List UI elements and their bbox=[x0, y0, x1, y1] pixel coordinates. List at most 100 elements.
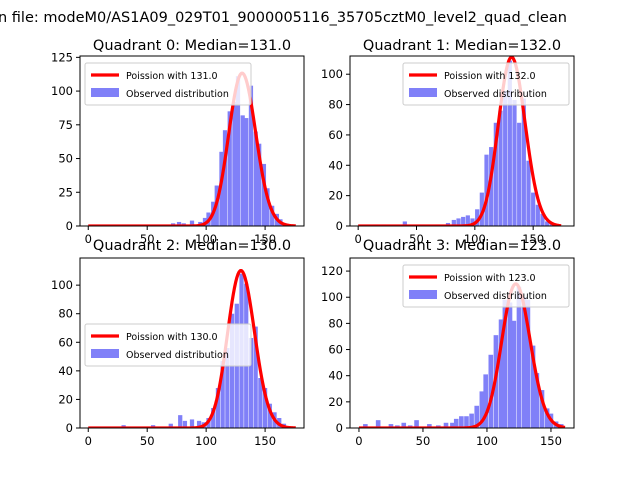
hist-bar bbox=[469, 413, 474, 428]
legend: Poission with 131.0 Observed distribution bbox=[84, 62, 252, 106]
hist-bar bbox=[182, 420, 188, 428]
hist-bar bbox=[461, 216, 466, 226]
hist-bar bbox=[539, 390, 545, 428]
y-tick-label: 40 bbox=[328, 158, 343, 172]
legend-label-observed: Observed distribution bbox=[444, 89, 547, 100]
histogram bbox=[373, 60, 554, 226]
plot-area: 0 50 100 150 0 20 40 60 80 100 Poission with 130.0… bbox=[51, 257, 305, 448]
hist-bar bbox=[168, 423, 173, 428]
y-tick-label: 60 bbox=[328, 128, 343, 142]
panel-title: Quadrant 2: Median=130.0 bbox=[93, 238, 291, 254]
plot-area: 0 50 100 150 0 20 40 60 80 100 Poission with 132.0… bbox=[321, 55, 575, 246]
y-tick-label: 120 bbox=[321, 264, 343, 278]
hist-bar bbox=[526, 160, 531, 226]
x-tick-label: 100 bbox=[195, 434, 217, 448]
panel-title: Quadrant 1: Median=132.0 bbox=[363, 38, 561, 54]
hist-bar bbox=[225, 348, 230, 428]
hist-bar bbox=[388, 424, 394, 428]
hist-bar bbox=[402, 221, 407, 226]
x-tick-label: 50 bbox=[140, 434, 155, 448]
hist-bar bbox=[521, 98, 526, 226]
panel-quadrant-1: Quadrant 1: Median=132.0 0 50 100 150 0 20 40 6… bbox=[321, 38, 575, 246]
hist-bar bbox=[220, 360, 225, 428]
hist-bar bbox=[189, 419, 195, 428]
y-tick-label: 25 bbox=[58, 185, 73, 199]
y-tick-label: 20 bbox=[58, 392, 73, 406]
y-tick-label: 100 bbox=[321, 290, 343, 304]
hist-bar bbox=[253, 326, 258, 428]
legend-label-observed: Observed distribution bbox=[126, 89, 229, 100]
hist-bar bbox=[456, 218, 461, 226]
hist-bar bbox=[240, 115, 245, 226]
hist-bar bbox=[507, 302, 513, 428]
hist-bar bbox=[484, 154, 489, 226]
y-tick-label: 0 bbox=[66, 219, 73, 233]
hist-bar bbox=[270, 205, 275, 226]
hist-bar bbox=[235, 76, 241, 226]
hist-bar bbox=[493, 122, 498, 226]
legend: Poission with 130.0 Observed distribution bbox=[84, 323, 252, 367]
y-tick-label: 60 bbox=[58, 335, 73, 349]
x-tick-label: 150 bbox=[540, 434, 562, 448]
hist-bar bbox=[414, 420, 419, 428]
legend: Poission with 123.0 Observed distribution bbox=[402, 264, 570, 308]
hist-bar bbox=[517, 122, 522, 226]
hist-bar bbox=[459, 416, 464, 428]
legend-box bbox=[402, 62, 570, 106]
y-tick-label: 0 bbox=[336, 421, 343, 435]
hist-bar bbox=[401, 422, 407, 428]
figure-suptitle: n file: modeM0/AS1A09_029T01_9000005116_… bbox=[0, 10, 567, 26]
legend-label-observed: Observed distribution bbox=[126, 350, 229, 361]
y-tick-label: 80 bbox=[58, 307, 73, 321]
x-tick-label: 50 bbox=[409, 232, 424, 246]
hist-bar bbox=[211, 408, 216, 428]
y-tick-label: 125 bbox=[51, 50, 73, 64]
hist-bar bbox=[545, 221, 550, 226]
panel-title: Quadrant 0: Median=131.0 bbox=[93, 38, 291, 54]
x-tick-label: 50 bbox=[416, 434, 431, 448]
hist-bar bbox=[470, 218, 475, 226]
legend-label-poisson: Poission with 132.0 bbox=[444, 71, 536, 82]
y-tick-label: 20 bbox=[328, 395, 343, 409]
y-tick-label: 80 bbox=[328, 316, 343, 330]
x-tick-label: 50 bbox=[140, 232, 155, 246]
hist-bar bbox=[262, 388, 268, 428]
hist-bar bbox=[507, 60, 512, 226]
y-tick-label: 100 bbox=[51, 278, 73, 292]
legend-bar-swatch bbox=[409, 290, 437, 299]
hist-bar bbox=[464, 416, 469, 428]
hist-bar bbox=[253, 131, 258, 226]
axes-frame bbox=[79, 257, 305, 429]
hist-bar bbox=[540, 213, 545, 226]
hist-bar bbox=[222, 130, 228, 226]
y-tick-label: 100 bbox=[321, 67, 343, 81]
panel-title: Quadrant 3: Median=123.0 bbox=[363, 238, 561, 254]
hist-bar bbox=[176, 221, 182, 226]
histogram bbox=[363, 286, 564, 428]
hist-bar bbox=[229, 313, 235, 428]
hist-bar bbox=[521, 297, 527, 428]
x-tick-label: 0 bbox=[355, 434, 362, 448]
legend-bar-swatch bbox=[409, 88, 437, 97]
hist-bar bbox=[451, 219, 456, 226]
hist-bar bbox=[502, 299, 508, 428]
hist-bar bbox=[465, 215, 470, 226]
panel-quadrant-2: Quadrant 2: Median=130.0 0 50 100 150 0 20 40 6… bbox=[51, 238, 305, 448]
hist-bar bbox=[227, 111, 232, 226]
hist-bar bbox=[479, 391, 485, 428]
y-tick-label: 50 bbox=[58, 152, 73, 166]
y-tick-label: 80 bbox=[328, 98, 343, 112]
hist-bar bbox=[531, 192, 536, 226]
hist-bar bbox=[267, 403, 272, 428]
y-tick-label: 0 bbox=[336, 219, 343, 233]
hist-bar bbox=[525, 299, 531, 428]
y-tick-label: 40 bbox=[328, 369, 343, 383]
y-tick-label: 100 bbox=[51, 84, 73, 98]
hist-bar bbox=[479, 192, 484, 226]
x-tick-label: 0 bbox=[85, 434, 92, 448]
hist-bar bbox=[498, 319, 504, 428]
hist-bar bbox=[248, 85, 254, 226]
x-tick-label: 100 bbox=[476, 434, 498, 448]
hist-bar bbox=[512, 100, 517, 226]
legend-bar-swatch bbox=[91, 88, 119, 97]
